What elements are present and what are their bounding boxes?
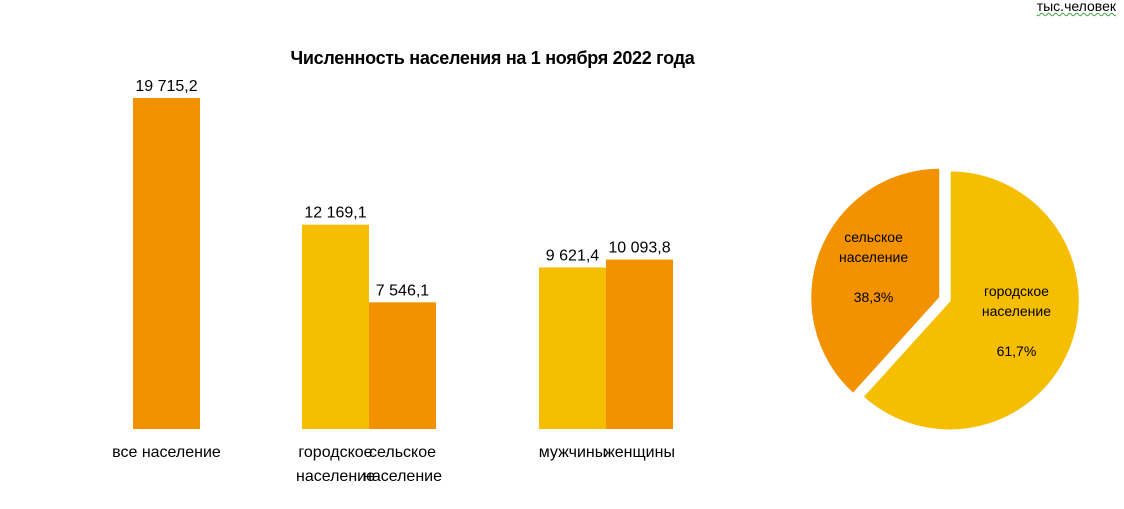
category-label: все население <box>112 444 221 461</box>
category-label: население <box>363 468 442 485</box>
pie-slice <box>861 169 1081 432</box>
data-label: 9 621,4 <box>546 247 599 264</box>
data-label: 10 093,8 <box>608 240 670 257</box>
bar <box>606 259 673 429</box>
pie-value: 38,3% <box>854 289 894 305</box>
chart-title: Численность населения на 1 ноября 2022 г… <box>290 48 695 68</box>
category-label: население <box>296 468 375 485</box>
pie-label: сельское <box>844 229 903 245</box>
pie-label: население <box>982 303 1051 319</box>
units-label: тыс.человек <box>1036 0 1116 14</box>
data-label: 7 546,1 <box>376 282 429 299</box>
bar <box>133 98 200 429</box>
pie-label: население <box>839 249 908 265</box>
category-label: мужчины <box>539 444 607 461</box>
bar <box>539 267 606 429</box>
data-label: 12 169,1 <box>304 205 366 222</box>
pie-slice <box>809 166 942 396</box>
bar <box>369 302 436 429</box>
category-label: городское <box>298 444 372 461</box>
bar <box>302 224 369 429</box>
category-label: женщины <box>604 444 675 461</box>
data-label: 19 715,2 <box>135 78 197 95</box>
pie-label: городское <box>984 283 1049 299</box>
category-label: сельское <box>369 444 436 461</box>
pie-value: 61,7% <box>997 343 1037 359</box>
